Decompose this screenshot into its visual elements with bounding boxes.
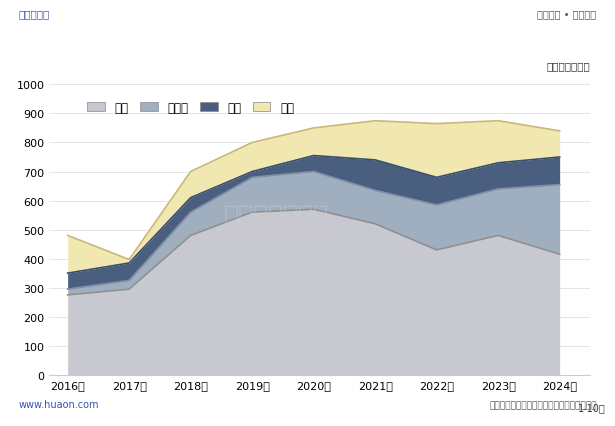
- Text: 专业严谨 • 客观科学: 专业严谨 • 客观科学: [538, 9, 597, 19]
- Text: 华经情报网: 华经情报网: [18, 9, 50, 19]
- Text: www.huaon.com: www.huaon.com: [18, 399, 99, 409]
- Text: 数据来源：国家统计局；华经产业研究院整理: 数据来源：国家统计局；华经产业研究院整理: [489, 400, 597, 409]
- Text: 2016-2024年1-10月青海省各发电类型发电量: 2016-2024年1-10月青海省各发电类型发电量: [161, 43, 454, 61]
- Legend: 水力, 太阳能, 风力, 火力: 水力, 太阳能, 风力, 火力: [82, 97, 299, 119]
- Text: 单位：亿千瓦时: 单位：亿千瓦时: [547, 61, 590, 71]
- Text: 1-10月: 1-10月: [578, 403, 606, 412]
- Text: 华经产业研究院: 华经产业研究院: [224, 233, 329, 256]
- Text: 华经产业研究院: 华经产业研究院: [224, 204, 329, 227]
